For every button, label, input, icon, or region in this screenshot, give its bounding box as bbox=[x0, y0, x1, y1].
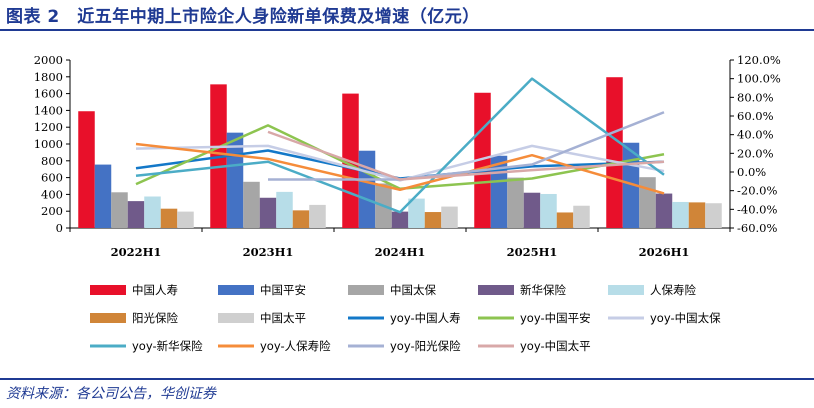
bar bbox=[94, 164, 112, 228]
y-tick-label: 600 bbox=[41, 171, 63, 185]
legend-label: yoy-中国太平 bbox=[520, 339, 591, 353]
y2-tick-label: -40.0% bbox=[737, 202, 777, 216]
bar bbox=[573, 205, 590, 228]
legend-label: yoy-中国太保 bbox=[650, 311, 721, 325]
x-tick-label: 2023H1 bbox=[243, 245, 294, 259]
series-line bbox=[267, 130, 665, 181]
y2-tick-label: -20.0% bbox=[737, 184, 777, 198]
series-line bbox=[268, 111, 665, 181]
legend-label: 阳光保险 bbox=[132, 311, 178, 325]
bar bbox=[259, 197, 277, 228]
bar bbox=[639, 177, 656, 228]
legend-label: yoy-阳光保险 bbox=[390, 339, 461, 353]
legend-swatch bbox=[348, 285, 384, 295]
bar bbox=[655, 193, 673, 228]
legend-label: 新华保险 bbox=[520, 283, 566, 297]
bar bbox=[127, 201, 145, 228]
bar bbox=[391, 211, 409, 228]
y-tick-label: 1400 bbox=[34, 103, 63, 117]
bar bbox=[276, 191, 293, 228]
bar bbox=[408, 198, 425, 228]
new-premium-chart: 0 200 400 600 800 1000 1200 1400 1600 1800 2000 -60… bbox=[34, 53, 781, 353]
legend-swatch bbox=[608, 285, 644, 295]
bar bbox=[606, 77, 623, 228]
y-tick-label: 1600 bbox=[34, 87, 63, 101]
y2-tick-label: 20.0% bbox=[737, 146, 774, 160]
bar bbox=[688, 202, 706, 228]
legend-label: 中国太保 bbox=[390, 283, 436, 297]
bar bbox=[292, 210, 310, 228]
legend-swatch bbox=[218, 285, 254, 295]
y-tick-label: 0 bbox=[56, 221, 63, 235]
legend-swatch bbox=[478, 285, 514, 295]
y2-tick-label: 60.0% bbox=[737, 109, 774, 123]
y-tick-label: 2000 bbox=[34, 53, 63, 67]
y-tick-label: 1800 bbox=[34, 70, 63, 84]
y2-tick-label: 120.0% bbox=[737, 53, 781, 67]
y2-tick-label: 40.0% bbox=[737, 128, 774, 142]
bar bbox=[358, 150, 376, 228]
legend-swatch bbox=[90, 313, 126, 323]
legend-label: 中国人寿 bbox=[132, 283, 178, 297]
source-divider bbox=[0, 378, 814, 380]
title-divider bbox=[0, 29, 814, 31]
legend-label: yoy-新华保险 bbox=[132, 339, 203, 353]
legend-label: yoy-人保寿险 bbox=[260, 339, 331, 353]
source-note: 资料来源：各公司公告，华创证券 bbox=[6, 386, 216, 402]
bar bbox=[111, 192, 128, 228]
bar bbox=[78, 111, 95, 228]
y-tick-label: 200 bbox=[41, 204, 63, 218]
legend-swatch bbox=[218, 313, 254, 323]
legend-label: yoy-中国人寿 bbox=[390, 311, 461, 325]
x-tick-label: 2025H1 bbox=[507, 245, 558, 259]
legend-label: yoy-中国平安 bbox=[520, 311, 591, 325]
legend-label: 人保寿险 bbox=[650, 283, 696, 297]
x-tick-label: 2026H1 bbox=[639, 245, 690, 259]
y2-tick-label: 0.0% bbox=[737, 165, 766, 179]
bar bbox=[507, 177, 524, 228]
y2-tick-label: -60.0% bbox=[737, 221, 777, 235]
bar bbox=[177, 211, 194, 228]
bar bbox=[243, 181, 260, 228]
legend-label: 中国太平 bbox=[260, 311, 306, 325]
y2-tick-label: 80.0% bbox=[737, 90, 774, 104]
legend-label: 中国平安 bbox=[260, 283, 306, 297]
series-line bbox=[135, 77, 665, 214]
page-title: 图表 2 近五年中期上市险企人身险新单保费及增速（亿元） bbox=[6, 7, 480, 27]
x-tick-label: 2024H1 bbox=[375, 245, 426, 259]
bar bbox=[160, 208, 178, 228]
y-tick-label: 400 bbox=[41, 187, 63, 201]
bar bbox=[441, 206, 458, 228]
x-tick-label: 2022H1 bbox=[111, 245, 162, 259]
bar bbox=[672, 201, 689, 228]
bar bbox=[424, 212, 442, 228]
y-tick-label: 800 bbox=[41, 154, 63, 168]
bar bbox=[144, 196, 161, 228]
bar bbox=[309, 204, 326, 228]
bar bbox=[540, 193, 557, 228]
bar bbox=[523, 192, 541, 228]
y2-tick-label: 100.0% bbox=[737, 72, 781, 86]
bar bbox=[705, 203, 722, 228]
legend-swatch bbox=[90, 285, 126, 295]
y-tick-label: 1200 bbox=[34, 120, 63, 134]
bar bbox=[556, 212, 574, 228]
y-tick-label: 1000 bbox=[34, 137, 63, 151]
bar bbox=[474, 92, 491, 228]
